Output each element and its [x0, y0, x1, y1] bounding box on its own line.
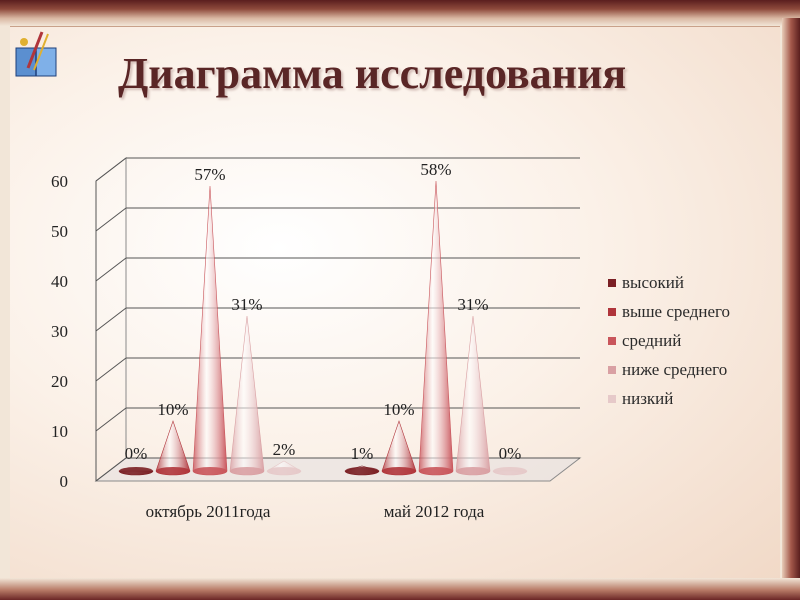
cone-base: [345, 467, 379, 475]
legend-item: выше среднего: [608, 297, 730, 326]
cone-2-0: [192, 185, 228, 476]
legend-item: низкий: [608, 384, 730, 413]
gridline-diag: [95, 207, 127, 232]
legend-swatch: [608, 307, 616, 316]
cone-1-1: [381, 420, 417, 476]
data-label: 58%: [420, 160, 451, 179]
x-category-label: октябрь 2011года: [146, 502, 271, 521]
data-label: 31%: [231, 295, 262, 314]
legend-label: ниже среднего: [622, 359, 728, 379]
chart-grid: [94, 156, 582, 483]
chart-legend: высокий выше среднего средний ниже среднего…: [608, 268, 730, 413]
legend-label: выше среднего: [622, 301, 731, 321]
cone-3-1: [455, 315, 491, 476]
cone-base: [230, 467, 264, 475]
gridline-diag: [95, 357, 127, 382]
data-label: 31%: [457, 295, 488, 314]
cone-base: [267, 467, 301, 475]
x-category-label: май 2012 года: [384, 502, 485, 521]
data-label: 10%: [157, 400, 188, 419]
cone-base: [382, 467, 416, 475]
gridline-diag: [95, 407, 127, 432]
y-tick-label: 40: [51, 272, 68, 291]
data-label: 10%: [383, 400, 414, 419]
legend-label: низкий: [622, 388, 674, 408]
cone-3-0: [229, 315, 265, 476]
legend-label: средний: [622, 330, 682, 350]
chart-marks: [118, 180, 528, 476]
y-tick-label: 50: [51, 222, 68, 241]
legend-item: высокий: [608, 268, 730, 297]
cone-base: [456, 467, 490, 475]
book-pen-logo: [15, 31, 57, 77]
gridline-diag: [95, 307, 127, 332]
data-label: 0%: [499, 444, 522, 463]
cone-1-0: [155, 420, 191, 476]
y-tick-label: 30: [51, 322, 68, 341]
legend-item: средний: [608, 326, 730, 355]
cone-base: [493, 467, 527, 475]
chart-labels: 0 10 20 30 40 50 60 0% 10% 57% 31% 2% октябрь 2011го…: [51, 160, 521, 521]
cone-base: [193, 467, 227, 475]
y-tick-label: 60: [51, 172, 68, 191]
legend-item: ниже среднего: [608, 355, 730, 384]
bottom-decor-strip: [0, 578, 800, 600]
cone-base: [156, 467, 190, 475]
gridline-diag: [95, 457, 127, 482]
cone-base: [119, 467, 153, 475]
gridline-diag: [95, 157, 127, 182]
gridline-diag: [95, 257, 127, 282]
right-decor-strip: [782, 18, 800, 600]
cone-base: [419, 467, 453, 475]
y-tick-label: 20: [51, 372, 68, 391]
legend-swatch: [608, 394, 616, 403]
cone-2-1: [418, 180, 454, 476]
legend-label: высокий: [622, 272, 684, 292]
data-label: 1%: [351, 444, 374, 463]
y-tick-label: 10: [51, 422, 68, 441]
page-title: Диаграмма исследования: [118, 49, 627, 98]
legend-swatch: [608, 365, 616, 374]
top-decor-band: [0, 0, 800, 26]
data-label: 2%: [273, 440, 296, 459]
y-tick-label: 0: [60, 472, 69, 491]
data-label: 57%: [194, 165, 225, 184]
data-label: 0%: [125, 444, 148, 463]
legend-swatch: [608, 278, 616, 287]
slide-background: [10, 26, 780, 579]
legend-swatch: [608, 336, 616, 345]
